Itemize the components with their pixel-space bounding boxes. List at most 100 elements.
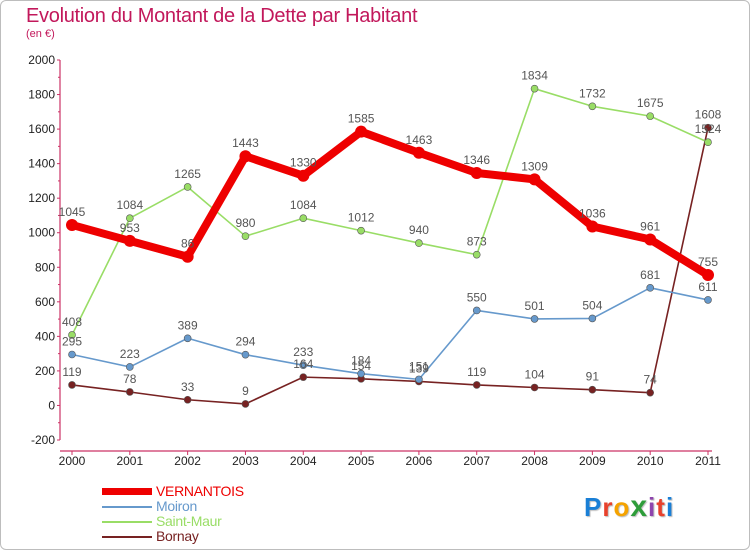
legend-item: Saint-Maur	[102, 514, 244, 529]
series-line-vernantois	[68, 127, 712, 280]
y-tick-label: 2000	[28, 53, 55, 67]
data-point	[530, 383, 539, 392]
data-point	[297, 169, 310, 182]
data-label: 91	[586, 370, 600, 384]
data-label: 1346	[463, 153, 490, 167]
legend-label: Bornay	[156, 528, 199, 544]
y-tick-label: 200	[35, 364, 55, 378]
data-point	[588, 385, 597, 394]
data-label: 1330	[290, 156, 317, 170]
data-point	[183, 334, 192, 343]
x-tick-label: 2003	[232, 454, 259, 468]
data-point	[588, 314, 597, 323]
data-label: 611	[698, 280, 717, 294]
data-point	[241, 350, 250, 359]
data-label: 151	[409, 359, 429, 373]
data-point	[646, 284, 654, 292]
data-label: 294	[235, 335, 255, 349]
legend-item: Bornay	[102, 529, 244, 544]
data-label: 104	[525, 367, 545, 381]
y-tick-label: 1400	[28, 157, 55, 171]
data-label: 9	[242, 384, 249, 398]
data-point	[588, 102, 597, 111]
data-label: 74	[644, 373, 658, 387]
data-label: 86	[181, 237, 195, 251]
x-tick-label: 2009	[579, 454, 606, 468]
data-point	[470, 166, 483, 179]
data-label: 223	[120, 347, 140, 361]
data-label: 184	[351, 354, 371, 368]
data-point	[241, 232, 250, 240]
data-label: 154	[351, 359, 371, 373]
legend-label: VERNANTOIS	[156, 483, 244, 499]
chart-unit: (en €)	[26, 28, 55, 40]
chart-legend: VERNANTOIS Moiron Saint-Maur Bornay	[102, 484, 244, 544]
data-point	[704, 138, 712, 147]
data-point	[181, 250, 194, 263]
data-point	[646, 388, 654, 397]
y-tick-label: -200	[31, 433, 55, 447]
x-tick-label: 2000	[59, 454, 86, 468]
x-tick-label: 2008	[521, 454, 548, 468]
data-label: 1585	[348, 112, 375, 126]
y-tick-label: 600	[35, 295, 55, 309]
data-point	[126, 388, 134, 396]
data-point	[68, 331, 76, 339]
chart-title: Evolution du Montant de la Dette par Hab…	[26, 5, 418, 27]
x-tick-label: 2006	[406, 454, 433, 468]
data-label: 755	[698, 255, 718, 269]
data-point	[472, 250, 481, 259]
data-label: 1265	[174, 167, 201, 181]
data-point	[646, 112, 654, 120]
data-point	[357, 226, 365, 235]
data-label: 1084	[290, 198, 317, 212]
proxiti-logo: Proxiti	[584, 490, 675, 523]
data-point	[644, 233, 657, 246]
data-point	[241, 400, 250, 408]
legend-item: VERNANTOIS	[102, 484, 244, 499]
data-label: 980	[235, 216, 255, 230]
data-label: 1012	[348, 211, 375, 225]
data-point	[123, 234, 136, 247]
data-label: 501	[525, 299, 545, 313]
data-point	[68, 381, 76, 389]
data-label: 1732	[579, 86, 606, 100]
data-point	[239, 150, 252, 163]
series-line-saint-maur	[71, 87, 709, 336]
data-point	[299, 361, 308, 370]
data-label: 873	[467, 235, 487, 249]
y-tick-label: 1200	[28, 191, 55, 205]
legend-label: Moiron	[156, 498, 197, 514]
data-label: 164	[293, 357, 313, 371]
data-label: 119	[467, 365, 486, 379]
x-tick-label: 2007	[463, 454, 490, 468]
data-label: 1463	[406, 133, 433, 147]
legend-swatch	[102, 520, 152, 523]
data-label: 1309	[521, 159, 548, 173]
data-point	[415, 375, 423, 384]
data-label: 953	[120, 221, 140, 235]
data-point	[126, 363, 134, 371]
data-label: 1084	[116, 198, 143, 212]
data-label: 961	[640, 219, 660, 233]
data-label: 408	[62, 315, 82, 329]
data-label: 1036	[579, 207, 606, 221]
y-tick-label: 0	[48, 398, 55, 412]
data-label: 1443	[232, 136, 259, 150]
legend-swatch	[102, 488, 152, 495]
x-tick-label: 2011	[695, 454, 721, 468]
y-tick-label: 1600	[28, 122, 55, 136]
data-point	[528, 173, 541, 186]
legend-item: Moiron	[102, 499, 244, 514]
data-point	[704, 123, 712, 132]
data-label: 295	[62, 335, 82, 349]
data-point	[586, 220, 599, 233]
y-tick-label: 1000	[28, 226, 55, 240]
data-point	[183, 183, 192, 191]
data-label: 233	[293, 345, 313, 359]
data-point	[704, 296, 712, 304]
x-tick-label: 2010	[637, 454, 664, 468]
data-label: 550	[467, 290, 487, 304]
data-label: 1675	[637, 96, 664, 110]
